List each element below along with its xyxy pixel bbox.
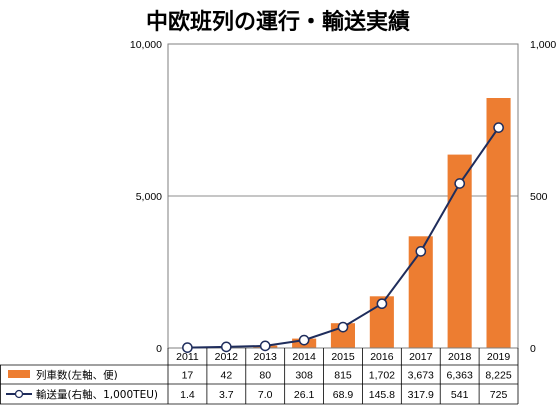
plot-frame <box>167 43 519 349</box>
bar-value-label: 42 <box>220 370 232 382</box>
line-value-label: 68.9 <box>333 389 354 401</box>
legend-bar-key <box>8 370 30 378</box>
category-label: 2017 <box>409 351 433 363</box>
bar-value-label: 80 <box>259 370 271 382</box>
category-label: 2013 <box>254 351 278 363</box>
bar-series <box>175 98 511 348</box>
point-2017 <box>415 246 427 257</box>
line-value-label: 1.4 <box>180 389 195 401</box>
point-2012 <box>220 341 232 353</box>
chart-title: 中欧班列の運行・輸送実績 <box>145 10 410 35</box>
line-value-label: 317.9 <box>408 389 434 401</box>
left-tick-label: 5,000 <box>136 191 162 203</box>
category-label: 2019 <box>487 351 511 363</box>
category-label: 2014 <box>292 351 316 363</box>
legend-line-marker <box>14 389 24 399</box>
category-label: 2018 <box>448 351 472 363</box>
point-2013 <box>259 340 271 352</box>
category-label: 2015 <box>331 351 355 363</box>
point-2011 <box>182 342 193 353</box>
bar-value-label: 308 <box>295 370 313 382</box>
point-2015 <box>337 321 349 333</box>
category-label: 2016 <box>370 351 394 363</box>
point-2014 <box>298 334 310 346</box>
bar-value-label: 8,225 <box>485 370 511 382</box>
right-tick-label: 1,000 <box>530 39 556 51</box>
bar-value-label: 17 <box>182 370 194 382</box>
category-label: 2011 <box>176 351 199 363</box>
category-label: 2012 <box>215 351 239 363</box>
bar-value-label: 6,363 <box>447 370 473 382</box>
bar-value-label: 815 <box>334 370 352 382</box>
legend-bar-name: 列車数(左軸、便) <box>36 369 118 382</box>
line-value-label: 7.0 <box>258 389 273 401</box>
left-tick-label: 10,000 <box>130 39 162 51</box>
line-value-label: 541 <box>451 389 469 401</box>
bar-value-label: 1,702 <box>369 370 395 382</box>
axis-labels: 0 5,000 10,000 0 500 1,000 <box>130 39 556 355</box>
right-tick-label: 0 <box>530 343 536 355</box>
line-value-label: 26.1 <box>294 389 315 401</box>
bar-value-label: 3,673 <box>408 370 434 382</box>
data-table: 2011 2012 2013 2014 2015 2016 2017 2018 2019 列車数(… <box>0 348 519 405</box>
line-value-label: 725 <box>490 389 508 401</box>
line-value-label: 145.8 <box>369 389 395 401</box>
line-value-label: 3.7 <box>219 389 234 401</box>
bar-2019 <box>486 98 511 348</box>
line-series <box>182 122 504 353</box>
point-2016 <box>376 298 388 310</box>
left-tick-label: 0 <box>156 343 162 355</box>
point-2018 <box>454 178 466 189</box>
point-2019 <box>493 122 504 133</box>
legend-line-name: 輸送量(右軸、1,000TEU) <box>36 388 158 401</box>
right-tick-label: 500 <box>530 191 548 203</box>
plot-border <box>167 43 519 349</box>
